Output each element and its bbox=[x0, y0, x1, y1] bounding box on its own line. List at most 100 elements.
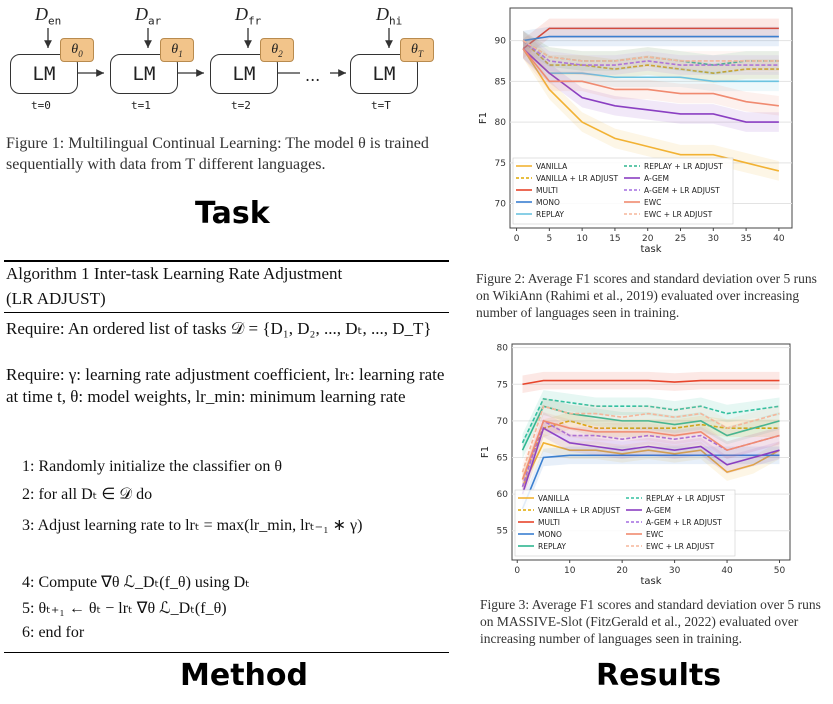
series-line-4 bbox=[522, 48, 779, 83]
theta-badge-2: θ2 bbox=[260, 38, 294, 62]
y-tick-label-4: 90 bbox=[495, 37, 507, 47]
legend-label-3: MONO bbox=[536, 198, 560, 207]
algorithm-step-4: 4: Compute ∇θ ℒ_Dₜ(f_θ) using Dₜ bbox=[22, 574, 250, 591]
task-diagram: Den Dar Dfr Dhi LM LM LM LM θ0 θ1 θ2 θT … bbox=[0, 0, 450, 125]
series-line-0 bbox=[521, 441, 780, 488]
x-axis-label: task bbox=[640, 244, 661, 255]
legend-box bbox=[512, 157, 734, 225]
task-section-label: Task bbox=[195, 196, 270, 231]
figure3-caption: Figure 3: Average F1 scores and standard… bbox=[480, 597, 821, 646]
algorithm-step-1: 1: Randomly initialize the classifier on… bbox=[22, 458, 283, 475]
y-tick-label-5: 80 bbox=[497, 344, 509, 354]
series-line-8 bbox=[522, 48, 779, 107]
y-tick-label-0: 55 bbox=[497, 527, 508, 537]
method-section-label: Method bbox=[180, 658, 308, 693]
series-line-9 bbox=[522, 39, 779, 62]
series-band-7 bbox=[522, 412, 780, 496]
t-label-0: t=0 bbox=[31, 99, 51, 112]
y-tick-label-1: 75 bbox=[495, 159, 506, 169]
series-line-2 bbox=[522, 379, 780, 386]
y-tick-label-3: 70 bbox=[497, 417, 509, 427]
series-band-3 bbox=[522, 446, 780, 518]
x-axis-label: task bbox=[640, 576, 661, 587]
series-line-9 bbox=[521, 405, 780, 473]
legend-label-0: VANILLA bbox=[536, 162, 568, 171]
series-line-2 bbox=[522, 27, 779, 50]
figure1-caption: Figure 1: Multilingual Continual Learnin… bbox=[6, 135, 429, 173]
x-tick-label-2: 10 bbox=[576, 234, 588, 244]
series-band-6 bbox=[522, 419, 780, 503]
legend-label-6: A-GEM bbox=[646, 506, 671, 515]
y-tick-label-4: 75 bbox=[497, 380, 508, 390]
series-band-4 bbox=[522, 397, 780, 459]
legend-label-3: MONO bbox=[538, 530, 562, 539]
x-tick-label-7: 35 bbox=[740, 234, 751, 244]
series-line-1 bbox=[522, 40, 779, 74]
ellipsis: ... bbox=[305, 66, 321, 85]
legend-label-8: EWC bbox=[644, 198, 661, 207]
series-line-8 bbox=[521, 419, 780, 480]
algorithm-step-6: 6: end for bbox=[22, 624, 85, 641]
x-tick-label-0: 0 bbox=[514, 566, 520, 576]
series-line-3 bbox=[522, 35, 779, 42]
legend-box bbox=[514, 489, 736, 557]
legend-label-4: REPLAY bbox=[536, 210, 564, 219]
legend-label-1: VANILLA + LR ADJUST bbox=[536, 174, 618, 183]
legend-label-4: REPLAY bbox=[538, 542, 566, 551]
x-tick-label-2: 20 bbox=[616, 566, 628, 576]
algorithm-step-2: 2: for all Dₜ ∈ 𝒟 do bbox=[22, 486, 153, 503]
y-axis-label: F1 bbox=[478, 112, 489, 124]
t-label-1: t=1 bbox=[131, 99, 151, 112]
y-tick-label-2: 65 bbox=[497, 453, 508, 463]
legend-label-7: A-GEM + LR ADJUST bbox=[644, 186, 720, 195]
massive-slot-f1-chart: 55 60 65 70 75 80 0 10 20 30 40 50 task F1 VANILLA VANI… bbox=[480, 343, 791, 587]
x-tick-label-1: 5 bbox=[546, 234, 552, 244]
algorithm-steps: 1: Randomly initialize the classifier on… bbox=[0, 458, 450, 648]
x-tick-label-8: 40 bbox=[773, 234, 785, 244]
legend-label-2: MULTI bbox=[536, 186, 558, 195]
algorithm-bottom-rule bbox=[4, 652, 449, 653]
series-band-3 bbox=[523, 26, 779, 51]
legend-label-1: VANILLA + LR ADJUST bbox=[538, 506, 620, 515]
lm-box-3: LM bbox=[350, 54, 418, 94]
d-label-1: Dar bbox=[135, 4, 162, 28]
legend-label-8: EWC bbox=[646, 530, 663, 539]
algorithm-top-rule bbox=[4, 260, 449, 262]
x-tick-label-3: 30 bbox=[669, 566, 681, 576]
d-label-0: Den bbox=[35, 4, 62, 28]
d-label-2: Dfr bbox=[235, 4, 262, 28]
series-line-3 bbox=[521, 454, 780, 510]
x-tick-label-1: 10 bbox=[564, 566, 576, 576]
series-band-9 bbox=[522, 397, 780, 481]
y-tick-label-3: 85 bbox=[495, 77, 506, 87]
algorithm-mid-rule bbox=[4, 312, 449, 313]
legend-label-9: EWC + LR ADJUST bbox=[644, 210, 713, 219]
legend-label-0: VANILLA bbox=[538, 494, 570, 503]
algorithm-title: Algorithm 1 Inter-task Learning Rate Adj… bbox=[6, 264, 343, 283]
theta-badge-0: θ0 bbox=[60, 38, 94, 62]
series-line-1 bbox=[521, 420, 780, 480]
figure2-caption: Figure 2: Average F1 scores and standard… bbox=[476, 271, 817, 320]
theta-badge-3: θT bbox=[400, 38, 434, 62]
results-section-label: Results bbox=[596, 658, 722, 693]
legend-label-6: A-GEM bbox=[644, 174, 669, 183]
series-band-8 bbox=[523, 38, 779, 116]
series-band-2 bbox=[522, 371, 780, 394]
task-arrows bbox=[44, 28, 393, 77]
series-band-7 bbox=[523, 30, 779, 75]
y-axis-label: F1 bbox=[480, 446, 491, 458]
series-line-0 bbox=[522, 48, 780, 172]
series-band-5 bbox=[523, 30, 779, 75]
algorithm-subtitle: (LR ADJUST) bbox=[6, 289, 106, 308]
y-tick-label-2: 80 bbox=[495, 118, 507, 128]
algorithm-require-1: Require: An ordered list of tasks 𝒟 = {D… bbox=[6, 319, 432, 338]
series-line-6 bbox=[521, 427, 780, 495]
theta-badge-1: θ1 bbox=[160, 38, 194, 62]
algorithm-step-3: 3: Adjust learning rate to lrₜ = max(lr_… bbox=[22, 517, 363, 534]
series-line-7 bbox=[522, 39, 779, 66]
t-label-3: t=T bbox=[371, 99, 391, 112]
legend-label-2: MULTI bbox=[538, 518, 560, 527]
wikiann-f1-chart: 70 75 80 85 90 0 5 10 15 20 25 30 35 40 task F1 VANILLA V… bbox=[478, 7, 793, 255]
x-tick-label-5: 25 bbox=[675, 234, 686, 244]
x-tick-label-4: 40 bbox=[721, 566, 733, 576]
